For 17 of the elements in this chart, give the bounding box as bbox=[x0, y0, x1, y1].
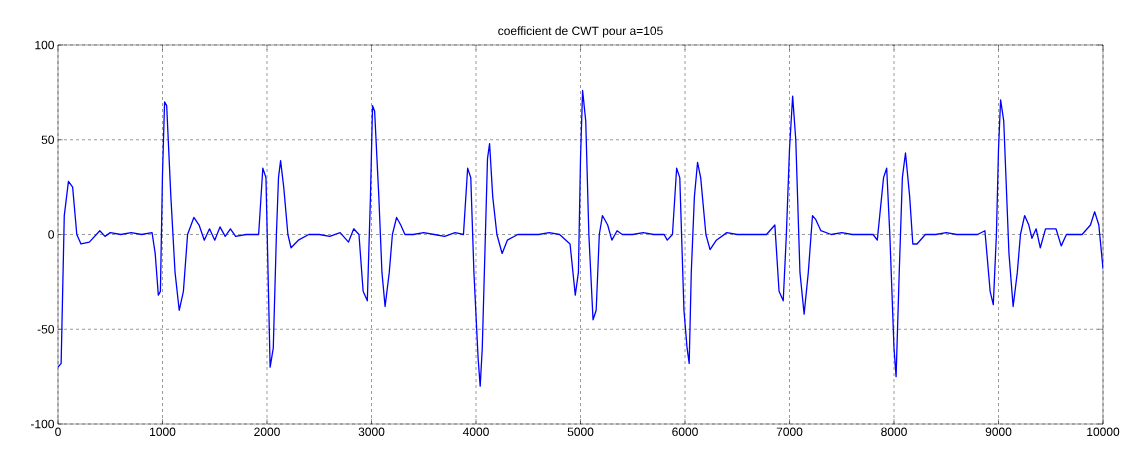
x-tick-label: 3000 bbox=[358, 427, 385, 437]
x-tick-label: 1000 bbox=[150, 427, 176, 437]
x-tick-label: 10000 bbox=[1087, 427, 1120, 437]
y-tick-label: 50 bbox=[41, 135, 54, 144]
chart-title: coefficient de CWT pour a=105 bbox=[498, 26, 663, 38]
y-tick-label: 100 bbox=[35, 40, 54, 50]
x-tick-label: 8000 bbox=[881, 427, 907, 437]
x-tick-label: 4000 bbox=[462, 427, 489, 437]
x-tick-label: 7000 bbox=[776, 427, 803, 437]
x-tick-label: 5000 bbox=[567, 427, 594, 437]
x-tick-label: 6000 bbox=[672, 427, 698, 437]
x-tick-label: 9000 bbox=[985, 427, 1012, 437]
y-tick-label: 0 bbox=[48, 230, 55, 239]
y-tick-label: -100 bbox=[30, 419, 54, 429]
x-tick-label: 2000 bbox=[254, 427, 280, 437]
x-tick-label: 0 bbox=[55, 427, 61, 437]
y-tick-label: -50 bbox=[37, 325, 54, 334]
